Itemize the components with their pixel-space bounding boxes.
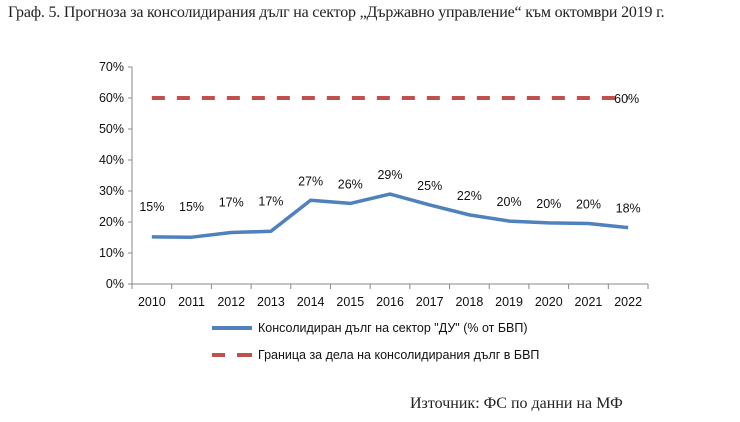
y-tick-label: 40% <box>99 153 124 167</box>
legend-swatch-dashed <box>212 353 252 357</box>
data-label: 17% <box>258 194 283 208</box>
data-label: 15% <box>179 200 204 214</box>
data-label: 20% <box>576 198 601 212</box>
x-tick-label: 2012 <box>217 295 245 309</box>
legend-label-debt: Консолидиран дълг на сектор "ДУ" (% от Б… <box>258 321 528 335</box>
legend-label-limit: Граница за дела на консолидирания дълг в… <box>258 348 540 362</box>
x-tick-label: 2022 <box>614 295 642 309</box>
legend-swatch-solid <box>212 326 252 330</box>
x-tick-label: 2017 <box>416 295 444 309</box>
x-tick-label: 2016 <box>376 295 404 309</box>
data-label: 22% <box>457 189 482 203</box>
legend-item-debt: Консолидиран дълг на сектор "ДУ" (% от Б… <box>212 321 528 335</box>
data-label: 20% <box>497 195 522 209</box>
data-label: 29% <box>377 168 402 182</box>
y-tick-label: 30% <box>99 184 124 198</box>
data-label: 26% <box>338 177 363 191</box>
y-tick-label: 60% <box>99 91 124 105</box>
x-tick-label: 2021 <box>575 295 603 309</box>
data-label: 18% <box>616 202 641 216</box>
source-note: Източник: ФС по данни на МФ <box>410 395 623 412</box>
data-label: 15% <box>139 200 164 214</box>
data-label: 20% <box>536 197 561 211</box>
legend-item-limit: Граница за дела на консолидирания дълг в… <box>212 348 539 362</box>
y-tick-label: 20% <box>99 215 124 229</box>
y-tick-label: 0% <box>106 277 124 291</box>
x-tick-label: 2010 <box>138 295 166 309</box>
limit-end-label: 60% <box>614 92 639 106</box>
y-tick-label: 10% <box>99 246 124 260</box>
x-tick-label: 2020 <box>535 295 563 309</box>
data-label: 17% <box>219 196 244 210</box>
x-tick-label: 2013 <box>257 295 285 309</box>
y-tick-label: 70% <box>99 60 124 74</box>
chart-title: Граф. 5. Прогноза за консолидирания дълг… <box>8 4 665 21</box>
data-label: 25% <box>417 179 442 193</box>
x-tick-label: 2019 <box>495 295 523 309</box>
data-label: 27% <box>298 174 323 188</box>
x-tick-label: 2014 <box>297 295 325 309</box>
x-tick-label: 2011 <box>178 295 205 309</box>
x-tick-label: 2015 <box>336 295 364 309</box>
x-tick-label: 2018 <box>455 295 483 309</box>
y-tick-label: 50% <box>99 122 124 136</box>
